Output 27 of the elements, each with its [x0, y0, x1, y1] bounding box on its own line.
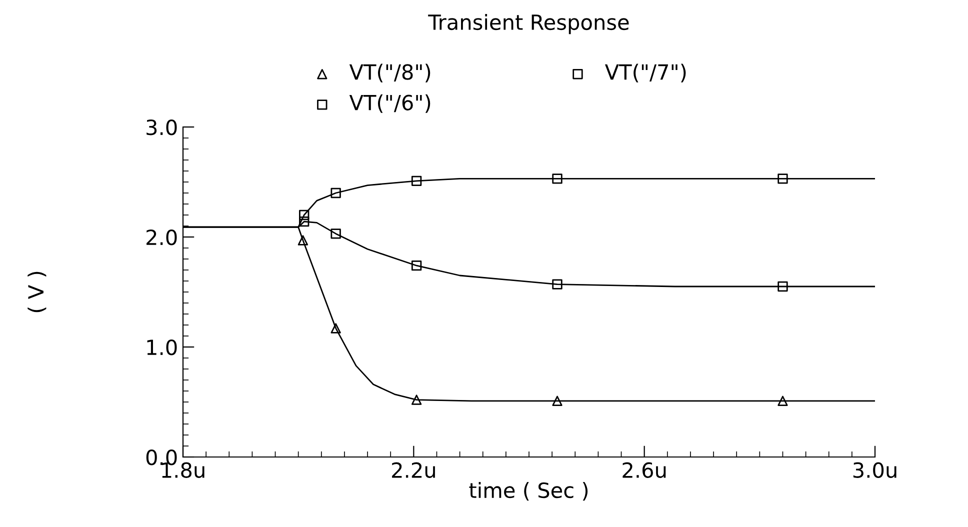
point [411, 176, 422, 186]
point [330, 323, 341, 334]
point [552, 174, 562, 184]
point [298, 235, 308, 246]
point [330, 228, 341, 239]
point [299, 216, 310, 227]
y-axis-title: ( V ) [28, 272, 46, 312]
point [778, 281, 788, 292]
y-tick-label: 1.0 [147, 339, 177, 356]
x-axis-title: time ( Sec ) [469, 482, 588, 501]
legend-label: VT("/8") [349, 64, 430, 82]
x-tick-label: 2.6u [622, 462, 666, 478]
point [552, 279, 562, 290]
point [330, 188, 341, 198]
point [778, 174, 788, 184]
y-tick-label: 2.0 [146, 229, 177, 246]
x-tick-label: 3.0u [853, 462, 896, 478]
point [778, 396, 788, 406]
point [552, 396, 562, 406]
y-tick-label: 3.0 [146, 119, 177, 136]
legend-label: VT("/6") [349, 94, 430, 113]
point [411, 260, 422, 271]
point [299, 210, 310, 220]
chart-title: Transient Response [428, 14, 629, 34]
x-tick-label: 2.2u [392, 462, 435, 478]
point [411, 394, 422, 405]
legend-label: VT("/7") [604, 64, 686, 82]
